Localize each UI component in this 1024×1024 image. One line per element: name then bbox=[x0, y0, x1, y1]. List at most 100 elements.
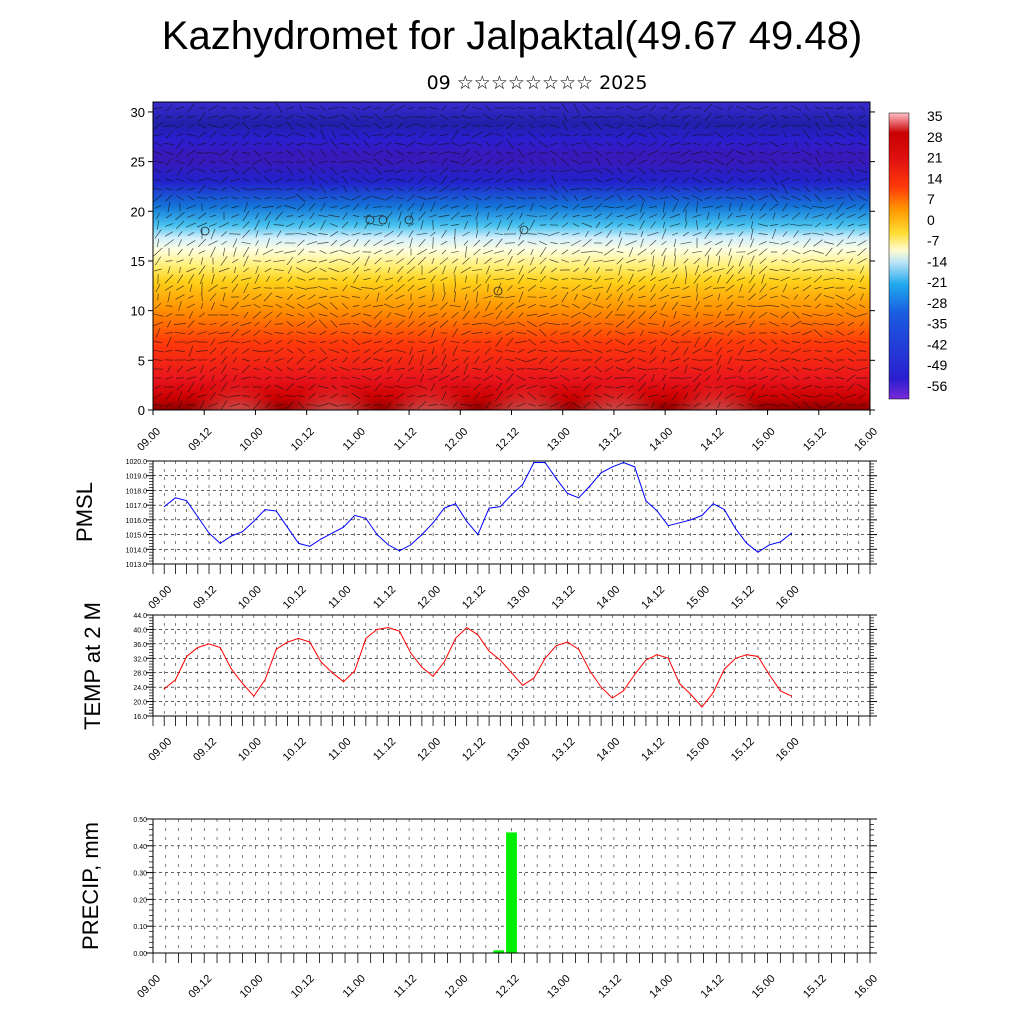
x-tick-label: 09.12 bbox=[191, 584, 219, 612]
wind-vector bbox=[218, 114, 230, 120]
data-point bbox=[567, 492, 569, 494]
wind-vector bbox=[265, 385, 271, 389]
data-point bbox=[466, 520, 468, 522]
wind-vector bbox=[153, 341, 163, 343]
wind-vector bbox=[505, 268, 515, 272]
wind-vector bbox=[428, 375, 438, 381]
wind-vector bbox=[397, 275, 403, 283]
wind-vector bbox=[496, 282, 502, 294]
wind-vector bbox=[801, 259, 813, 263]
wind-vector bbox=[361, 160, 373, 164]
wind-vector bbox=[263, 124, 273, 128]
wind-vector bbox=[616, 402, 624, 408]
wind-vector bbox=[659, 169, 669, 173]
wind-vector bbox=[242, 142, 250, 146]
wind-vector bbox=[296, 123, 306, 129]
wind-vector bbox=[221, 364, 227, 374]
calm-wind-marker bbox=[493, 286, 503, 296]
wind-vector bbox=[263, 132, 273, 138]
wind-vector bbox=[517, 143, 525, 145]
wind-vector bbox=[680, 149, 692, 157]
wind-vector bbox=[297, 395, 305, 397]
data-point bbox=[679, 683, 681, 685]
wind-vector bbox=[736, 339, 746, 345]
wind-vector bbox=[562, 185, 568, 193]
y-tick-label: 10 bbox=[131, 304, 145, 319]
wind-vector bbox=[472, 106, 482, 110]
wind-vector bbox=[705, 168, 711, 174]
wind-vector bbox=[285, 187, 295, 191]
wind-vector bbox=[153, 133, 164, 137]
wind-vector bbox=[758, 248, 768, 256]
wind-vector bbox=[727, 294, 733, 300]
wind-vector bbox=[385, 150, 393, 156]
wind-vector bbox=[727, 239, 733, 247]
wind-vector bbox=[362, 195, 372, 201]
wind-vector bbox=[471, 322, 483, 326]
wind-vector bbox=[263, 311, 273, 319]
wind-vector bbox=[681, 115, 691, 119]
precip-bar bbox=[506, 832, 517, 953]
wind-vector bbox=[605, 349, 613, 353]
wind-vector bbox=[671, 232, 679, 236]
x-tick-label: 13.12 bbox=[550, 584, 578, 612]
wind-vector bbox=[825, 305, 833, 307]
wind-vector bbox=[350, 160, 362, 164]
wind-vector bbox=[682, 286, 690, 290]
wind-vector bbox=[539, 386, 547, 388]
data-point bbox=[488, 507, 490, 509]
wind-vector bbox=[737, 346, 745, 356]
wind-vector bbox=[659, 196, 669, 200]
wind-vector bbox=[846, 242, 856, 244]
wind-vector bbox=[802, 249, 812, 255]
wind-vector bbox=[374, 382, 382, 392]
wind-vector bbox=[450, 205, 460, 209]
wind-vector bbox=[165, 350, 173, 352]
wind-vector bbox=[669, 223, 681, 227]
wind-vector bbox=[603, 116, 615, 118]
wind-vector bbox=[372, 304, 384, 308]
wind-vector bbox=[242, 210, 250, 222]
wind-vector bbox=[330, 330, 338, 336]
wind-vector bbox=[836, 178, 844, 182]
wind-vector bbox=[836, 202, 844, 212]
wind-vector bbox=[418, 341, 426, 343]
wind-vector bbox=[636, 105, 648, 111]
x-tick-label: 13.12 bbox=[596, 973, 624, 1001]
wind-vector bbox=[825, 247, 833, 257]
wind-vector bbox=[671, 384, 679, 390]
wind-vector bbox=[661, 374, 667, 382]
wind-vector bbox=[649, 168, 657, 174]
wind-vector bbox=[285, 222, 295, 228]
wind-vector bbox=[339, 323, 351, 325]
wind-vector bbox=[572, 330, 580, 336]
wind-vector bbox=[416, 142, 428, 146]
wind-vector bbox=[165, 187, 173, 191]
wind-vector bbox=[484, 257, 492, 265]
wind-vector bbox=[728, 248, 732, 256]
wind-vector bbox=[845, 302, 857, 310]
wind-vector bbox=[695, 311, 699, 319]
wind-vector bbox=[705, 392, 711, 400]
wind-vector bbox=[363, 125, 371, 127]
wind-vector bbox=[540, 265, 546, 275]
wind-vector bbox=[835, 259, 845, 263]
wind-vector bbox=[526, 368, 538, 370]
wind-vector bbox=[408, 159, 414, 165]
wind-vector bbox=[748, 132, 756, 138]
wind-vector bbox=[484, 347, 492, 355]
wind-vector bbox=[176, 133, 184, 137]
wind-vector bbox=[495, 376, 503, 380]
wind-vector bbox=[604, 366, 614, 372]
wind-vector bbox=[824, 151, 834, 155]
wind-vector bbox=[406, 194, 416, 202]
data-point bbox=[533, 677, 535, 679]
wind-vector bbox=[243, 282, 249, 294]
wind-vector bbox=[220, 304, 228, 308]
wind-vector bbox=[484, 206, 492, 208]
data-point bbox=[309, 545, 311, 547]
data-point bbox=[779, 690, 781, 692]
wind-vector bbox=[306, 303, 318, 309]
wind-vector bbox=[703, 176, 713, 184]
wind-vector bbox=[626, 176, 636, 184]
